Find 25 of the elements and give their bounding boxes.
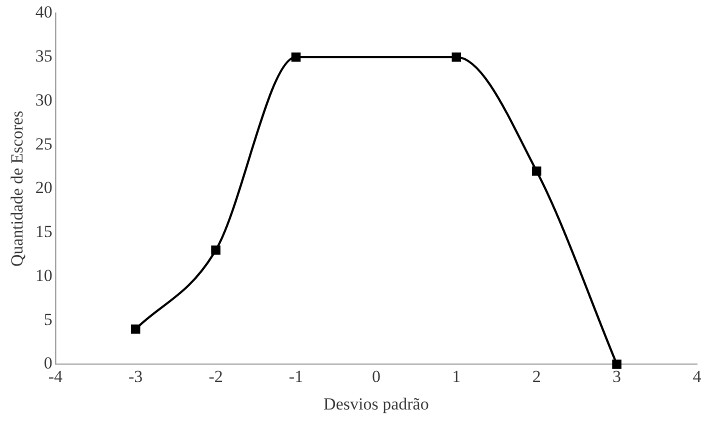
x-tick-label: 3	[612, 366, 622, 386]
x-tick-label: 4	[692, 366, 702, 386]
x-axis-title: Desvios padrão	[324, 394, 429, 414]
y-tick-label: 40	[35, 2, 52, 22]
point	[452, 52, 462, 62]
y-axis-title: Quantidade de Escores	[8, 110, 27, 267]
y-tick-label: 30	[35, 90, 52, 110]
y-tick-label: 10	[35, 266, 52, 285]
x-tick-label: 2	[532, 366, 541, 386]
x-tick-label: -3	[128, 366, 143, 386]
y-tick-label: 25	[35, 134, 52, 154]
point	[211, 245, 220, 255]
point	[130, 324, 140, 334]
x-tick-label: -2	[208, 366, 223, 386]
y-tick-label: 35	[35, 46, 52, 66]
y-tick-label: 5	[44, 310, 52, 329]
point	[612, 360, 622, 369]
y-tick-label: 20	[35, 178, 52, 198]
x-tick-label: 1	[452, 366, 461, 386]
y-tick-label: 0	[44, 354, 52, 373]
x-tick-label: 0	[372, 366, 380, 386]
point	[291, 52, 301, 62]
point	[532, 166, 542, 176]
x-tick-label: -1	[288, 366, 304, 386]
y-tick-label: 15	[35, 222, 52, 242]
